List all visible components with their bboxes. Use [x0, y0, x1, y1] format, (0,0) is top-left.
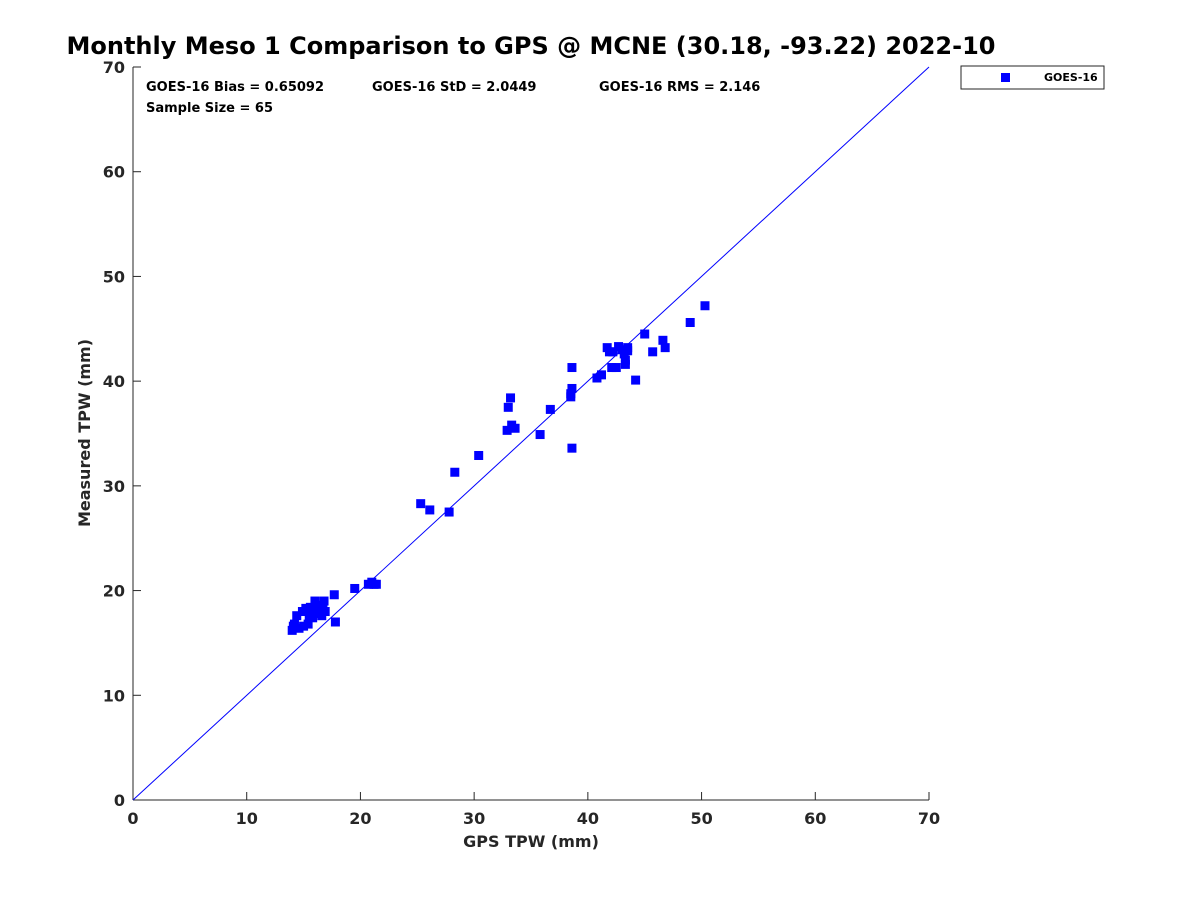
bias-stat: GOES-16 Bias = 0.65092: [146, 80, 324, 95]
x-tick-label-5: 50: [690, 809, 712, 828]
x-tick-label-0: 0: [127, 809, 138, 828]
y-tick-label-4: 40: [103, 372, 125, 391]
sample-size-stat: Sample Size = 65: [146, 101, 273, 116]
data-point-0-59: [648, 347, 658, 357]
data-point-0-3: [292, 611, 302, 621]
one-to-one-line: [132, 66, 930, 801]
x-tick-label-1: 10: [236, 809, 258, 828]
data-point-0-50: [611, 363, 621, 373]
data-point-0-63: [700, 301, 710, 311]
data-point-0-30: [450, 467, 460, 477]
data-point-0-19: [320, 607, 330, 617]
data-point-0-36: [510, 423, 520, 433]
y-axis-label: Measured TPW (mm): [75, 339, 94, 527]
std-stat: GOES-16 StD = 2.0449: [372, 80, 536, 95]
data-point-0-28: [425, 505, 435, 515]
data-point-0-42: [567, 363, 577, 373]
data-point-0-21: [330, 617, 340, 627]
data-point-0-49: [608, 347, 618, 357]
plot-area: 0 10 20 30 40 50 60 70 0 10 20 30 40 50 60 70: [103, 58, 940, 828]
data-point-0-34: [506, 393, 516, 403]
y-tick-label-6: 60: [103, 163, 125, 182]
chart-title: Monthly Meso 1 Comparison to GPS @ MCNE …: [67, 32, 996, 60]
y-tick-label-7: 70: [103, 58, 125, 77]
data-point-0-41: [567, 383, 577, 393]
data-point-0-40: [566, 389, 576, 399]
data-point-0-32: [502, 425, 512, 435]
data-point-0-29: [444, 507, 454, 517]
x-tick-label-6: 60: [804, 809, 826, 828]
data-point-0-45: [597, 370, 607, 380]
data-point-0-44: [592, 373, 602, 383]
y-tick-label-1: 10: [103, 686, 125, 705]
y-tick-label-5: 50: [103, 267, 125, 286]
data-point-0-22: [350, 583, 360, 593]
legend-box: [960, 65, 1105, 90]
data-point-0-37: [535, 430, 545, 440]
data-point-0-62: [685, 318, 695, 328]
data-point-0-58: [640, 329, 650, 339]
data-point-0-55: [620, 359, 630, 369]
legend: GOES-16: [960, 65, 1105, 90]
legend-label-goes16: GOES-16: [1044, 71, 1098, 84]
data-point-0-48: [607, 363, 617, 373]
data-point-0-18: [319, 596, 329, 606]
data-point-0-15: [312, 600, 322, 610]
x-tick-label-2: 20: [349, 809, 371, 828]
data-point-0-57: [631, 375, 641, 385]
data-point-0-26: [371, 579, 381, 589]
data-point-0-20: [329, 590, 339, 600]
y-tick-label-2: 20: [103, 582, 125, 601]
data-point-0-31: [474, 450, 484, 460]
data-point-0-27: [416, 499, 426, 509]
x-tick-label-4: 40: [577, 809, 599, 828]
data-point-0-64: [623, 346, 633, 356]
data-point-0-14: [311, 609, 321, 619]
data-point-0-7: [301, 603, 311, 613]
x-tick-label-3: 30: [463, 809, 485, 828]
y-tick-label-0: 0: [114, 791, 125, 810]
data-point-0-6: [299, 621, 309, 631]
data-point-0-2: [289, 619, 299, 629]
data-point-0-8: [303, 619, 313, 629]
data-point-0-61: [660, 343, 670, 353]
data-point-0-33: [503, 402, 513, 412]
rms-stat: GOES-16 RMS = 2.146: [599, 80, 760, 95]
data-point-0-60: [658, 335, 668, 345]
data-point-0-38: [545, 404, 555, 414]
data-point-0-43: [567, 443, 577, 453]
y-tick-label-3: 30: [103, 477, 125, 496]
x-axis-label: GPS TPW (mm): [463, 832, 599, 851]
data-point-0-4: [294, 623, 304, 633]
legend-marker-goes16: [1001, 73, 1010, 82]
x-tick-label-7: 70: [918, 809, 940, 828]
